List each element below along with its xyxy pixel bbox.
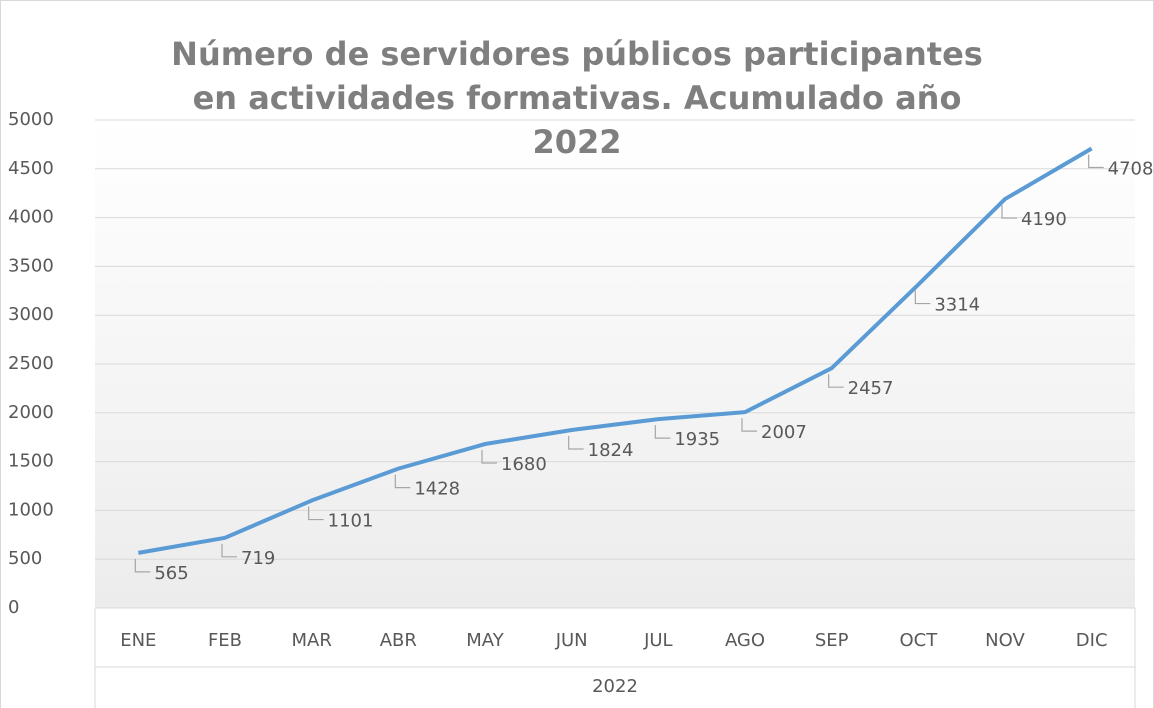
x-tick-label: ABR	[380, 630, 417, 651]
data-label: 719	[241, 548, 275, 569]
leader-line	[741, 418, 757, 432]
x-axis-label: 2022	[592, 676, 638, 697]
x-tick-label: NOV	[985, 630, 1025, 651]
y-tick-label: 2000	[8, 402, 54, 423]
y-tick-label: 0	[8, 597, 19, 618]
data-label: 2457	[848, 378, 894, 399]
x-tick-label: AGO	[725, 630, 765, 651]
x-tick-label: JUN	[555, 630, 588, 651]
line	[137, 146, 1093, 555]
data-label: 565	[154, 563, 188, 584]
leader-line	[654, 425, 671, 439]
x-tick-label: MAY	[466, 630, 504, 651]
x-tick-label: JUL	[643, 630, 673, 651]
y-tick-label: 4000	[8, 207, 54, 228]
data-label: 1101	[328, 511, 374, 532]
leader-line	[134, 558, 151, 573]
data-label: 1824	[588, 440, 634, 461]
chart-title: Número de servidores públicos participan…	[171, 35, 983, 161]
leader-line	[1088, 154, 1104, 169]
x-tick-label: MAR	[291, 630, 331, 651]
x-tick-label: SEP	[815, 630, 849, 651]
leader-line	[914, 290, 931, 305]
x-tick-label: ENE	[120, 630, 156, 651]
data-label: 1428	[414, 479, 460, 500]
data-label: 3314	[934, 295, 980, 316]
leader-line	[1001, 205, 1017, 219]
y-tick-label: 4500	[8, 158, 54, 179]
y-tick-label: 1000	[8, 499, 54, 520]
leader-line	[221, 543, 237, 558]
x-tick-label: DIC	[1076, 630, 1108, 651]
y-tick-label: 3000	[8, 304, 54, 325]
y-tick-label: 2500	[8, 353, 54, 374]
leader-line	[394, 474, 411, 489]
y-tick-label: 1500	[8, 451, 54, 472]
data-label: 4190	[1021, 209, 1067, 230]
x-tick-label: FEB	[208, 630, 242, 651]
leader-line	[828, 374, 844, 388]
data-label: 4708	[1108, 158, 1154, 179]
leader-line	[481, 450, 497, 464]
leader-line	[308, 506, 324, 521]
x-tick-label: OCT	[899, 630, 938, 651]
y-tick-label: 500	[8, 548, 42, 569]
data-label: 1680	[501, 454, 547, 475]
data-label: 1935	[674, 429, 720, 450]
data-label: 2007	[761, 422, 807, 443]
leader-line	[568, 435, 584, 450]
y-tick-label: 3500	[8, 255, 54, 276]
y-tick-label: 5000	[8, 109, 54, 130]
